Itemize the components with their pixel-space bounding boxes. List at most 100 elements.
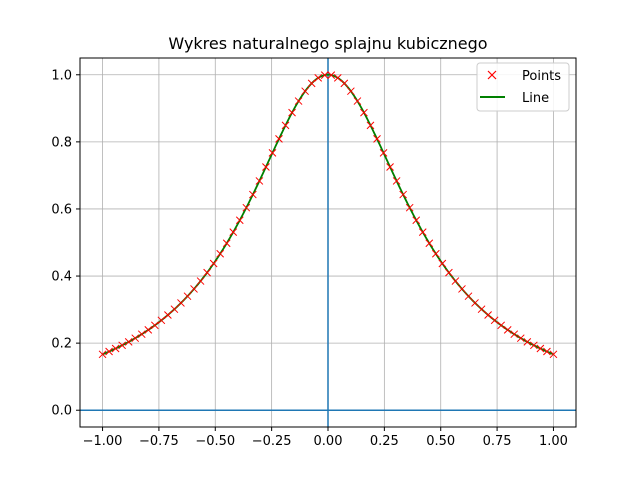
data-point-stroke <box>379 149 388 157</box>
data-point <box>294 97 303 105</box>
data-point-stroke <box>98 350 107 359</box>
data-point <box>366 121 375 130</box>
data-point-stroke <box>105 347 113 356</box>
data-point-stroke <box>262 163 270 171</box>
reference-lines <box>80 58 576 427</box>
data-point <box>222 239 231 248</box>
data-point <box>157 316 166 325</box>
data-point-stroke <box>503 326 512 334</box>
data-point-stroke <box>399 190 408 199</box>
data-point-stroke <box>445 268 453 277</box>
data-point-stroke <box>209 259 218 268</box>
data-point <box>288 108 296 117</box>
data-point-stroke <box>425 239 434 248</box>
data-point <box>150 321 159 330</box>
data-point-stroke <box>438 259 447 268</box>
data-point-stroke <box>137 330 146 339</box>
data-point <box>262 163 270 171</box>
data-point-stroke <box>314 74 323 82</box>
data-point <box>98 350 107 359</box>
data-point-stroke <box>183 292 192 301</box>
data-point <box>347 87 355 96</box>
data-point-stroke <box>216 249 225 258</box>
data-point <box>549 350 558 359</box>
data-point <box>268 149 277 157</box>
data-point <box>503 326 512 334</box>
data-point-stroke <box>386 163 394 171</box>
data-point-stroke <box>268 149 277 157</box>
data-point <box>190 285 198 293</box>
x-tick-label: 1.00 <box>539 434 568 449</box>
data-point-stroke <box>523 338 532 346</box>
data-point-stroke <box>157 316 166 325</box>
data-point-stroke <box>177 299 185 307</box>
legend-label-line: Line <box>522 91 549 106</box>
data-point <box>451 277 460 285</box>
y-tick-label: 0.4 <box>51 270 72 285</box>
data-point <box>164 311 172 319</box>
data-point <box>307 79 316 88</box>
data-point-stroke <box>190 285 198 293</box>
data-point <box>445 268 453 277</box>
data-point-stroke <box>373 135 381 143</box>
y-tick-label: 0.0 <box>51 404 72 419</box>
data-point <box>183 292 192 301</box>
data-point-stroke <box>281 121 290 130</box>
data-point-stroke <box>549 350 558 359</box>
data-point-stroke <box>458 285 466 293</box>
data-point-stroke <box>235 216 244 225</box>
data-point-stroke <box>477 305 486 314</box>
data-point-stroke <box>327 71 336 79</box>
data-point <box>118 341 127 350</box>
data-point-stroke <box>529 341 538 350</box>
data-point <box>386 163 394 171</box>
data-point-stroke <box>516 334 525 343</box>
data-point-stroke <box>170 305 179 314</box>
data-point <box>379 149 388 157</box>
data-point-stroke <box>366 121 375 130</box>
data-point-stroke <box>347 87 355 96</box>
x-tick-label: −0.25 <box>252 434 292 449</box>
y-axis-ticks: 0.0 0.2 0.4 0.6 0.8 1.0 <box>51 68 80 419</box>
data-point-stroke <box>490 316 499 325</box>
data-point-stroke <box>536 344 545 353</box>
data-point-stroke <box>203 268 211 277</box>
legend-label-points: Points <box>522 69 561 84</box>
data-point-stroke <box>229 228 238 236</box>
data-point <box>458 285 466 293</box>
data-point <box>523 338 532 346</box>
data-point-stroke <box>248 190 257 199</box>
data-point-stroke <box>124 338 133 346</box>
data-point <box>327 71 336 79</box>
data-point <box>255 177 264 185</box>
data-point <box>471 299 479 307</box>
data-point-stroke <box>392 177 401 185</box>
data-point-stroke <box>464 292 473 301</box>
legend-marker-points <box>487 70 497 80</box>
x-axis-ticks: −1.00 −0.75 −0.50 −0.25 0.00 0.25 0.50 0.75 1.00 <box>83 427 568 449</box>
x-tick-label: 0.50 <box>426 434 455 449</box>
data-point-stroke <box>471 299 479 307</box>
data-point <box>275 135 283 143</box>
data-point <box>412 216 421 225</box>
data-point <box>425 239 434 248</box>
data-point <box>360 108 368 117</box>
data-point <box>490 316 499 325</box>
y-tick-label: 0.6 <box>51 202 72 217</box>
data-point-stroke <box>288 108 296 117</box>
data-point <box>340 79 349 88</box>
x-tick-label: −0.75 <box>139 434 179 449</box>
data-point-stroke <box>405 203 414 212</box>
data-point <box>301 87 309 96</box>
data-point <box>497 321 506 330</box>
data-point <box>543 347 551 356</box>
data-point-stroke <box>255 177 264 185</box>
legend: Points Line <box>476 62 570 112</box>
data-point-stroke <box>196 277 205 285</box>
data-point <box>281 121 290 130</box>
data-point-stroke <box>431 249 440 258</box>
data-point <box>536 344 545 353</box>
points-series <box>98 71 558 359</box>
data-point <box>333 74 342 82</box>
